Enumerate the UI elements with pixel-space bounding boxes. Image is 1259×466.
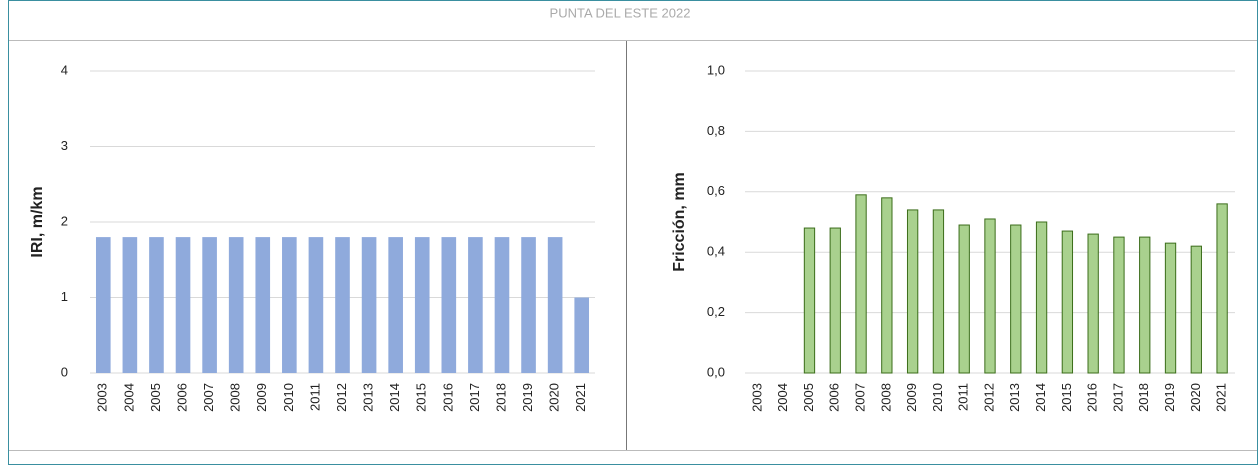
x-tick-label: 2008	[878, 383, 893, 412]
x-tick-label: 2013	[1007, 383, 1022, 412]
bar	[282, 237, 297, 373]
x-tick-label: 2019	[1162, 383, 1177, 412]
x-tick-label: 2014	[1033, 383, 1048, 412]
x-tick-label: 2007	[852, 383, 867, 412]
bar	[881, 197, 893, 374]
x-tick-label: 2017	[1110, 383, 1125, 412]
bar	[958, 224, 970, 374]
x-tick-label: 2014	[387, 383, 402, 412]
x-tick-label: 2004	[121, 383, 136, 412]
bar	[1164, 242, 1177, 374]
x-tick-label: 2009	[904, 383, 919, 412]
bar	[1035, 221, 1048, 374]
bar	[228, 237, 244, 373]
y-tick-label: 0,2	[707, 304, 725, 319]
x-tick-label: 2006	[827, 383, 842, 412]
x-tick-label: 2017	[467, 383, 482, 412]
bar	[1087, 233, 1099, 374]
x-tick-label: 2016	[1085, 383, 1100, 412]
x-tick-label: 2018	[493, 383, 508, 412]
x-tick-label: 2015	[1059, 383, 1074, 412]
x-tick-label: 2021	[573, 383, 588, 412]
x-tick-label: 2016	[440, 383, 455, 412]
x-tick-label: 2012	[981, 383, 996, 412]
bar	[906, 209, 919, 374]
bar	[1061, 230, 1074, 374]
x-tick-label: 2005	[801, 383, 816, 412]
bar	[932, 209, 945, 374]
bar	[468, 237, 483, 373]
y-axis-title: Fricción, mm	[671, 172, 688, 272]
x-tick-label: 2020	[1188, 383, 1203, 412]
x-tick-label: 2007	[201, 383, 216, 412]
y-tick-label: 3	[61, 138, 68, 153]
bar	[202, 237, 217, 373]
bar	[388, 237, 403, 373]
bar	[255, 237, 271, 373]
y-tick-label: 0,0	[707, 364, 725, 379]
bar	[1139, 236, 1151, 374]
y-tick-label: 0	[61, 364, 68, 379]
bar	[361, 237, 377, 373]
bar	[95, 237, 111, 373]
y-tick-label: 2	[61, 213, 68, 228]
x-tick-label: 2003	[95, 383, 110, 412]
bar	[547, 237, 563, 373]
y-axis-title: IRI, m/km	[29, 186, 46, 257]
y-tick-label: 1,0	[707, 62, 725, 77]
y-tick-label: 4	[61, 62, 68, 77]
bar	[803, 227, 816, 374]
bar	[308, 237, 324, 373]
y-tick-label: 1	[61, 289, 68, 304]
bar	[1113, 236, 1125, 374]
x-tick-label: 2021	[1214, 383, 1229, 412]
bar	[829, 227, 841, 374]
x-tick-label: 2009	[254, 383, 269, 412]
bar	[441, 237, 457, 373]
x-tick-label: 2015	[414, 383, 429, 412]
page-title: PUNTA DEL ESTE 2022	[550, 5, 691, 20]
bar	[1216, 203, 1228, 374]
x-tick-label: 2012	[334, 383, 349, 412]
x-tick-label: 2013	[361, 383, 376, 412]
bar	[1190, 245, 1202, 374]
x-tick-label: 2020	[547, 383, 562, 412]
bar	[855, 194, 867, 374]
bar	[984, 218, 996, 374]
x-tick-label: 2010	[281, 383, 296, 412]
bar	[494, 237, 510, 373]
bar	[175, 237, 191, 373]
x-tick-label: 2003	[749, 383, 764, 412]
x-tick-label: 2006	[174, 383, 189, 412]
bar	[574, 297, 590, 373]
x-tick-label: 2010	[930, 383, 945, 412]
x-tick-label: 2004	[775, 383, 790, 412]
bar	[335, 237, 350, 373]
y-tick-label: 0,6	[707, 183, 725, 198]
bar	[122, 237, 138, 373]
x-tick-label: 2019	[520, 383, 535, 412]
bar	[414, 237, 430, 373]
x-tick-label: 2005	[148, 383, 163, 412]
x-tick-label: 2011	[956, 383, 971, 411]
bar	[1010, 224, 1022, 374]
bar	[521, 237, 536, 373]
frame	[8, 0, 1258, 465]
y-tick-label: 0,8	[707, 123, 725, 138]
y-tick-label: 0,4	[707, 244, 725, 259]
x-tick-label: 2008	[228, 383, 243, 412]
bar	[149, 237, 164, 373]
x-tick-label: 2018	[1136, 383, 1151, 412]
x-tick-label: 2011	[307, 383, 322, 411]
